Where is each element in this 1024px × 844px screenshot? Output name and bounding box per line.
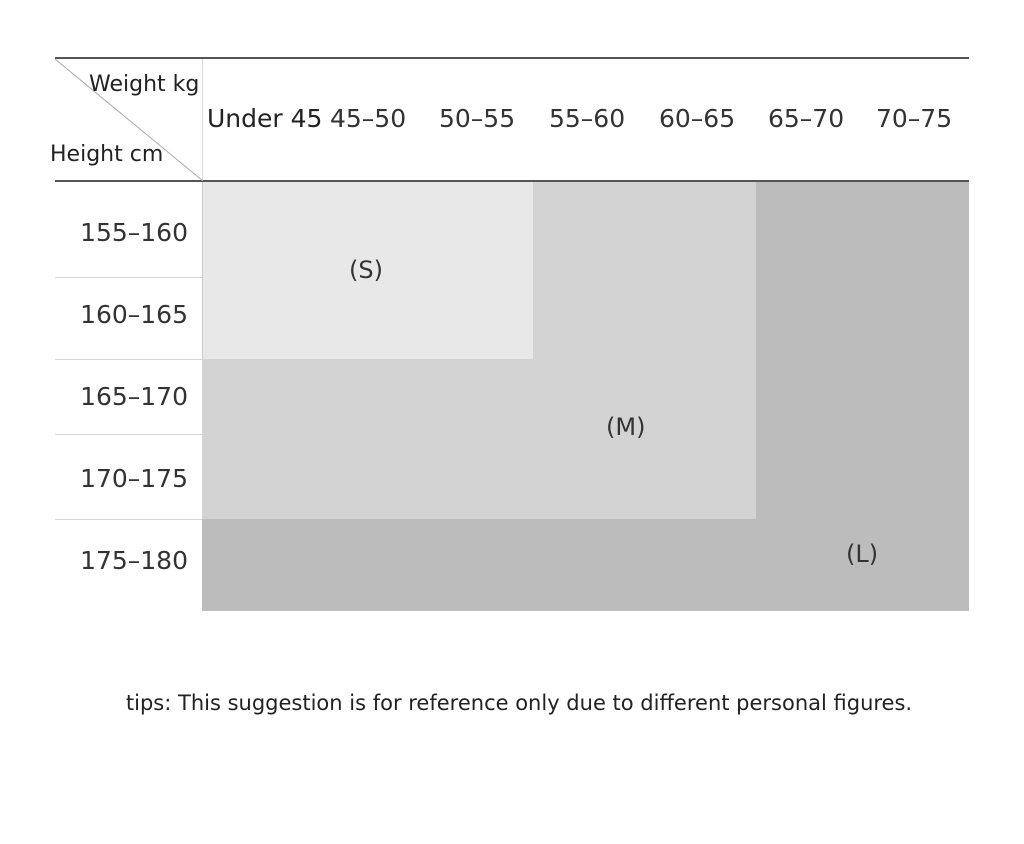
row-divider [55, 519, 202, 520]
top-rule [55, 57, 969, 59]
row-header: 175–180 [80, 546, 188, 575]
header-divider [202, 59, 203, 180]
height-label: Height cm [50, 142, 164, 167]
column-header: Under 45 [207, 104, 323, 133]
header-rule [55, 180, 969, 182]
size-s-label: (S) [349, 256, 383, 284]
size-m-label: (M) [606, 413, 646, 441]
size-l-label: (L) [846, 540, 879, 568]
row-divider [55, 434, 202, 435]
row-header: 155–160 [80, 218, 188, 247]
column-header: 45–50 [330, 104, 407, 133]
row-header: 165–170 [80, 382, 188, 411]
column-header: 55–60 [549, 104, 626, 133]
tips-text: tips: This suggestion is for reference o… [125, 691, 913, 715]
column-header: 70–75 [876, 104, 953, 133]
row-divider [55, 277, 202, 278]
column-header: 60–65 [659, 104, 736, 133]
size-s-region [202, 182, 533, 359]
weight-label: Weight kg [89, 72, 200, 97]
row-header: 170–175 [80, 464, 188, 493]
row-divider [55, 359, 202, 360]
row-header: 160–165 [80, 300, 188, 329]
column-header: 50–55 [439, 104, 516, 133]
diagonal-line [55, 59, 203, 181]
column-header: 65–70 [768, 104, 845, 133]
